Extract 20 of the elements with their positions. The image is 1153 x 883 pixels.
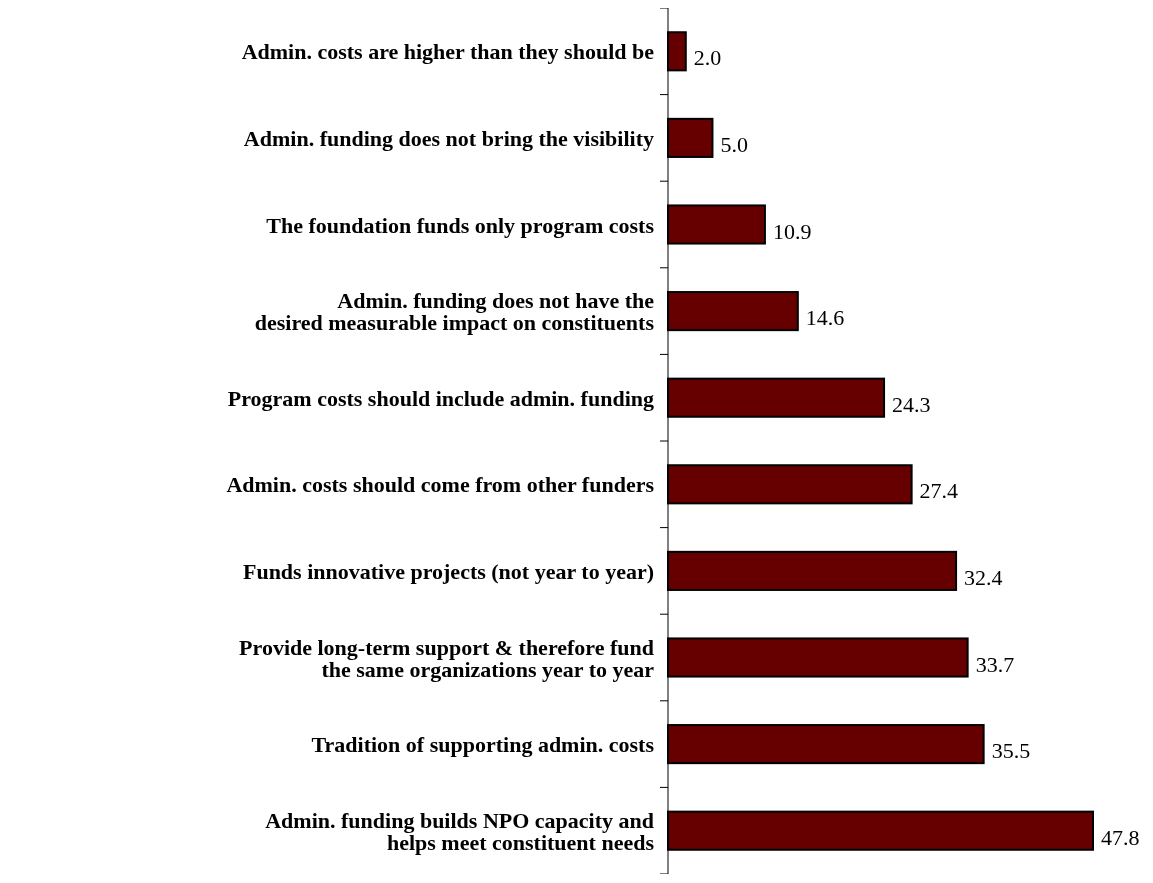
data-label: 33.7 (975, 651, 1015, 677)
data-label: 47.8 (1101, 824, 1140, 850)
data-label: 32.4 (964, 564, 1003, 590)
data-label: 5.0 (720, 131, 748, 157)
data-label: 27.4 (919, 478, 959, 504)
data-label: 2.0 (693, 45, 722, 71)
y-tick-label: Tradition of supporting admin. costs (311, 732, 655, 758)
y-tick-label: Admin. funding builds NPO capacity and helps meet constituent needs (265, 807, 655, 855)
y-tick-label: Admin. funding does not bring the visibility (243, 125, 654, 151)
y-tick-label: Admin. costs are higher than they should be (241, 39, 655, 65)
data-label: 24.3 (892, 391, 931, 417)
y-tick-label: Program costs should include admin. funding (227, 385, 654, 411)
data-label: 14.6 (805, 305, 845, 331)
y-tick-label: Provide long-term support & therefore fund the same organizations year to year (239, 634, 655, 682)
data-label: 10.9 (772, 218, 812, 244)
y-tick-label: Admin. costs should come from other funders (226, 472, 655, 498)
y-tick-label: Funds innovative projects (not year to year) (242, 558, 654, 584)
data-label: 35.5 (991, 738, 1031, 764)
y-tick-label: Admin. funding does not have the desired measurable impact on constituents (254, 288, 655, 336)
y-tick-label: The foundation funds only program costs (266, 212, 655, 238)
